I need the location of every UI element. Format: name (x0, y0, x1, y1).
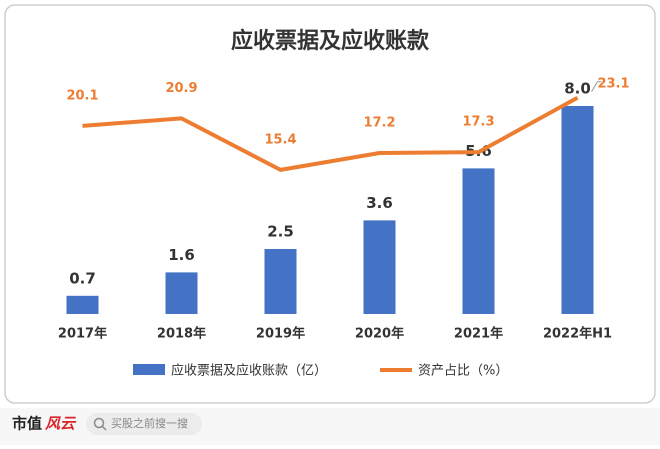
bar (264, 249, 297, 314)
brand: 市值 (12, 415, 42, 433)
legend-label: 资产占比（%） (418, 364, 508, 379)
x-tick-label: 2021年 (454, 326, 503, 342)
bar (561, 106, 594, 314)
search-icon-handle (101, 425, 107, 431)
x-tick-label: 2017年 (58, 326, 107, 342)
card (4, 4, 656, 404)
line-value-label: 20.1 (66, 88, 98, 103)
bar (462, 168, 495, 314)
leader-line (591, 81, 602, 93)
bar (165, 272, 198, 314)
line-value-label: 15.4 (264, 132, 296, 147)
chart-title: 应收票据及应收账款 (231, 28, 430, 54)
bar-value-label: 2.5 (267, 223, 294, 241)
x-tick-label: 2018年 (157, 326, 206, 342)
legend-label: 应收票据及应收账款（亿） (171, 363, 327, 379)
bar-value-label: 0.7 (69, 269, 96, 287)
search-placeholder: 买股之前搜一搜 (111, 416, 188, 430)
line (82, 96, 579, 172)
x-tick-label: 2022年H1 (543, 326, 612, 342)
search-box[interactable] (86, 413, 202, 435)
bar-value-label: 8.0 (564, 80, 591, 98)
x-tick-label: 2019年 (256, 326, 305, 342)
search-icon (93, 417, 105, 429)
bar (66, 295, 99, 314)
line-value-label: 17.3 (462, 115, 494, 130)
bar-value-label: 1.6 (168, 246, 195, 264)
bar-value-label: 3.6 (366, 194, 393, 212)
line-value-label: 17.2 (363, 116, 395, 131)
bar (363, 220, 396, 314)
x-tick-label: 2020年 (355, 326, 404, 342)
brand-accent: 风云 (44, 415, 77, 433)
line-value-label: 23.1 (597, 76, 629, 91)
legend-swatch (133, 364, 165, 375)
line-value-label: 20.9 (165, 81, 197, 96)
